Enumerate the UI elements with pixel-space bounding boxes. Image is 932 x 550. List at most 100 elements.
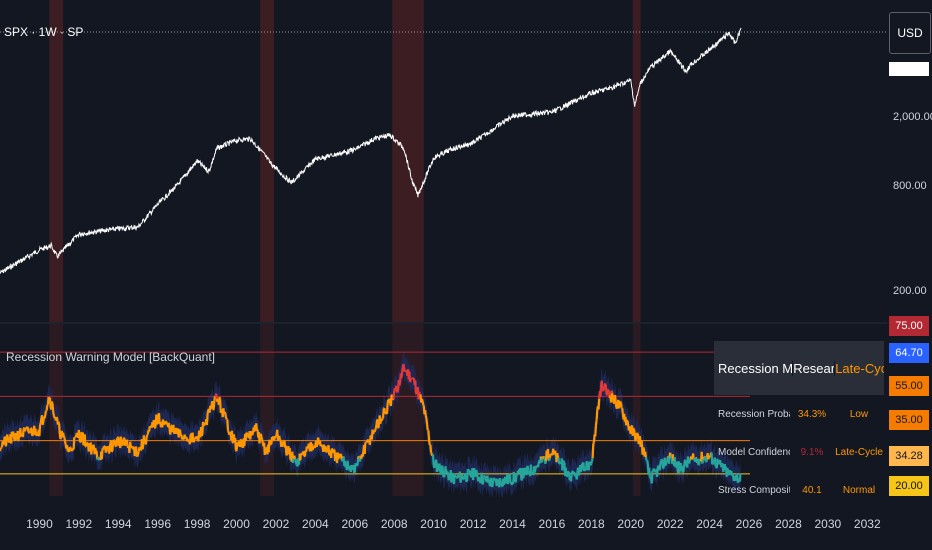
year-tick-label: 2004 xyxy=(302,517,329,531)
probability-segment xyxy=(211,400,214,407)
year-tick-label: 2014 xyxy=(499,517,526,531)
probability-segment xyxy=(648,476,652,479)
probability-segment xyxy=(462,477,466,480)
probability-segment xyxy=(121,442,124,446)
probability-segment xyxy=(353,471,356,474)
probability-segment xyxy=(424,415,428,419)
probability-segment xyxy=(514,475,518,483)
probability-segment xyxy=(48,397,52,407)
probability-segment xyxy=(498,477,502,482)
probability-segment xyxy=(621,407,624,415)
row-value: 9.1% xyxy=(800,446,824,458)
currency-button[interactable]: USD xyxy=(889,12,931,54)
probability-segment xyxy=(577,470,581,476)
price-tick-label: 2,000.00 xyxy=(893,111,932,123)
table-header-cycle: Late-Cycle xyxy=(834,360,884,376)
year-tick-label: 2030 xyxy=(815,517,842,531)
probability-segment xyxy=(107,447,111,454)
row-label: Recession Probability xyxy=(718,408,790,420)
probability-segment xyxy=(626,420,630,425)
probability-segment xyxy=(726,467,730,471)
probability-segment xyxy=(374,428,377,431)
table-header-model: Recession Model xyxy=(718,360,793,376)
year-tick-label: 1990 xyxy=(26,517,53,531)
probability-segment xyxy=(281,443,285,447)
probability-segment xyxy=(690,456,694,460)
probability-segment xyxy=(374,424,378,429)
price-tick-label: 800.00 xyxy=(893,180,927,192)
probability-segment xyxy=(556,456,560,459)
probability-segment xyxy=(83,434,87,447)
probability-segment xyxy=(380,418,384,421)
probability-segment xyxy=(648,467,651,477)
recession-model-table: Recession Model Research Late-Cycle Rece… xyxy=(714,341,884,497)
probability-segment xyxy=(711,462,714,466)
probability-segment xyxy=(473,473,477,477)
probability-segment xyxy=(619,402,623,408)
probability-segment xyxy=(466,469,469,481)
probability-segment xyxy=(123,443,127,447)
recession-shade xyxy=(260,0,274,322)
probability-segment xyxy=(414,380,418,393)
probability-segment xyxy=(604,382,607,386)
probability-segment xyxy=(167,422,171,429)
probability-segment xyxy=(61,432,65,437)
probability-segment xyxy=(396,388,400,393)
probability-segment xyxy=(205,412,209,426)
probability-segment xyxy=(642,446,645,450)
probability-segment xyxy=(667,456,671,464)
probability-segment xyxy=(400,372,404,379)
probability-segment xyxy=(467,469,470,472)
probability-segment xyxy=(8,439,11,443)
probability-segment xyxy=(55,416,59,419)
probability-segment xyxy=(392,390,396,400)
probability-segment xyxy=(373,429,377,433)
probability-segment xyxy=(438,463,442,471)
probability-segment xyxy=(121,441,125,444)
probability-segment xyxy=(192,438,196,443)
probability-segment xyxy=(401,367,404,373)
probability-segment xyxy=(481,477,485,485)
year-tick-label: 1992 xyxy=(65,517,92,531)
probability-segment xyxy=(315,442,319,448)
probability-segment xyxy=(589,463,593,466)
probability-segment xyxy=(546,448,550,461)
probability-segment xyxy=(139,448,143,451)
probability-segment xyxy=(658,463,662,471)
probability-segment xyxy=(245,432,249,436)
row-label: Stress Composite xyxy=(718,484,790,496)
probability-segment xyxy=(421,400,425,405)
year-tick-label: 2020 xyxy=(617,517,644,531)
probability-segment xyxy=(43,414,47,419)
probability-segment xyxy=(494,478,498,483)
probability-segment xyxy=(557,457,561,464)
level-tag-prob-high: 64.70 xyxy=(889,343,929,363)
probability-segment xyxy=(615,406,619,410)
probability-segment xyxy=(324,445,327,449)
probability-segment xyxy=(278,435,281,440)
probability-segment xyxy=(640,440,644,444)
probability-segment xyxy=(377,421,381,429)
probability-segment xyxy=(260,437,264,440)
probability-segment xyxy=(468,470,472,477)
probability-segment xyxy=(659,460,663,465)
probability-segment xyxy=(226,419,230,431)
probability-segment xyxy=(491,484,494,488)
probability-segment xyxy=(402,363,406,369)
year-tick-label: 2012 xyxy=(460,517,487,531)
probability-segment xyxy=(686,456,690,461)
probability-band xyxy=(0,350,741,499)
year-tick-label: 2032 xyxy=(854,517,881,531)
probability-segment xyxy=(660,458,664,461)
probability-segment xyxy=(655,467,659,477)
probability-segment xyxy=(719,460,722,466)
row-value: 40.1 xyxy=(802,484,822,496)
spx-price-line xyxy=(0,27,742,274)
probability-segment xyxy=(291,458,295,464)
probability-segment xyxy=(320,444,324,448)
probability-segment xyxy=(39,422,42,426)
probability-segment xyxy=(229,431,232,434)
row-value: 34.3% xyxy=(797,408,827,420)
probability-segment xyxy=(398,381,402,386)
probability-segment xyxy=(57,421,61,424)
